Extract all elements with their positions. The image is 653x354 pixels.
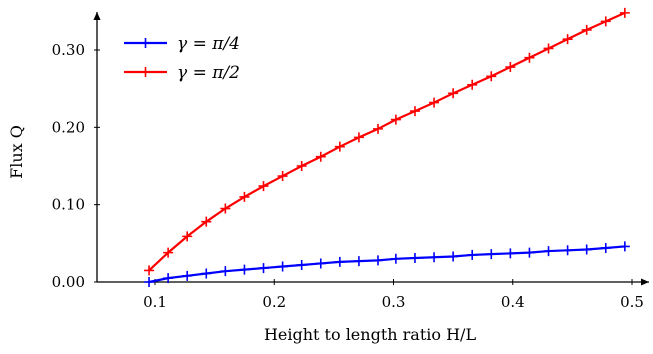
data-point xyxy=(390,114,401,125)
legend-label: γ = π/2 xyxy=(177,63,240,83)
data-point xyxy=(467,249,478,260)
data-point xyxy=(409,106,420,117)
legend-entry: γ = π/4 xyxy=(124,34,240,54)
data-point xyxy=(277,171,288,182)
data-point xyxy=(448,251,459,262)
series-line xyxy=(148,11,626,272)
y-tick-label: 0.00 xyxy=(52,273,85,291)
data-point xyxy=(353,256,364,267)
data-point xyxy=(486,249,497,260)
y-tick-label: 0.20 xyxy=(52,118,85,136)
data-point xyxy=(505,62,516,73)
data-point xyxy=(201,216,212,227)
data-point xyxy=(524,247,535,258)
data-point xyxy=(277,261,288,272)
data-point xyxy=(619,7,630,18)
data-point xyxy=(201,268,212,279)
data-point xyxy=(600,16,611,27)
series-2 xyxy=(144,7,630,276)
data-point xyxy=(239,264,250,275)
x-tick-label: 0.1 xyxy=(143,293,167,311)
legend: γ = π/4 γ = π/2 xyxy=(124,34,240,83)
data-point xyxy=(315,151,326,162)
x-tick-label: 0.4 xyxy=(501,293,525,311)
data-point xyxy=(182,270,193,281)
data-point xyxy=(505,248,516,259)
legend-marker xyxy=(140,67,151,77)
data-point xyxy=(486,71,497,82)
data-point xyxy=(163,273,174,284)
y-axis-label: Flux Q xyxy=(7,125,26,179)
legend-label: γ = π/4 xyxy=(177,34,240,54)
data-point xyxy=(390,253,401,264)
data-point xyxy=(144,265,155,276)
x-tick-label: 0.3 xyxy=(382,293,406,311)
data-point xyxy=(600,242,611,253)
y-tick-label: 0.30 xyxy=(52,41,85,59)
axes xyxy=(93,11,649,286)
series-1 xyxy=(144,241,630,287)
data-point xyxy=(163,247,174,258)
data-point xyxy=(448,88,459,99)
data-point xyxy=(334,141,345,152)
data-point xyxy=(296,259,307,270)
data-point xyxy=(144,277,155,287)
data-point xyxy=(220,203,231,214)
data-point xyxy=(562,245,573,256)
data-point xyxy=(524,52,535,63)
data-point xyxy=(581,24,592,35)
data-point xyxy=(258,181,269,192)
data-point xyxy=(429,252,440,263)
legend-marker xyxy=(140,38,151,48)
data-point xyxy=(334,256,345,267)
data-point xyxy=(543,246,554,257)
data-point xyxy=(467,79,478,90)
data-point xyxy=(220,266,231,277)
data-point xyxy=(562,34,573,45)
data-point xyxy=(619,241,630,252)
y-tick-label: 0.10 xyxy=(52,196,85,214)
data-point xyxy=(409,253,420,264)
x-tick-label: 0.2 xyxy=(262,293,286,311)
ticks: 0.1 0.2 0.3 0.4 0.5 0.00 0.10 0.20 0.30 xyxy=(52,41,644,311)
x-axis-label: Height to length ratio H/L xyxy=(264,325,477,344)
data-point xyxy=(182,231,193,242)
data-point xyxy=(429,97,440,108)
data-point xyxy=(296,161,307,171)
legend-entry: γ = π/2 xyxy=(124,63,240,83)
series-layer xyxy=(144,7,630,287)
data-point xyxy=(372,123,383,134)
data-point xyxy=(239,191,250,202)
data-point xyxy=(581,244,592,255)
data-point xyxy=(258,263,269,274)
data-point xyxy=(372,255,383,266)
data-point xyxy=(315,258,326,269)
data-point xyxy=(353,132,364,143)
x-tick-label: 0.5 xyxy=(620,293,644,311)
data-point xyxy=(543,43,554,54)
